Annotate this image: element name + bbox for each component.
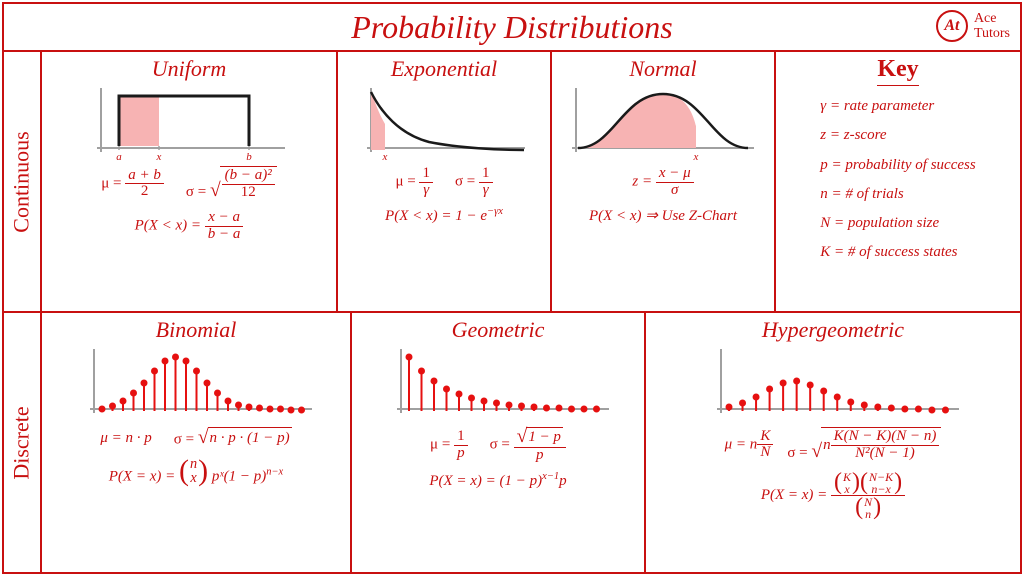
- logo-icon: At: [936, 10, 968, 42]
- title-geometric: Geometric: [452, 317, 545, 343]
- key-item: n = # of trials: [820, 180, 975, 209]
- svg-text:x: x: [693, 151, 699, 162]
- row-discrete: Discrete Binomial μ = n · p σ = n · p · …: [4, 313, 1020, 572]
- formulas-uniform: μ = a + b2 σ = (b − a)²12 P(X < x) = x −…: [101, 166, 277, 242]
- chart-exponential: x: [359, 84, 529, 162]
- grid: Continuous Uniform a x b μ = a + b2 σ = (b…: [4, 52, 1020, 572]
- cell-normal: Normal x z = x − μσ P(X < x) ⇒ Use Z-Cha…: [552, 52, 776, 311]
- key-item: z = z-score: [820, 121, 975, 150]
- cell-uniform: Uniform a x b μ = a + b2 σ = (b − a)²12 P(…: [42, 52, 338, 311]
- title-exponential: Exponential: [391, 56, 497, 82]
- svg-text:x: x: [156, 151, 162, 162]
- key-title: Key: [877, 56, 918, 86]
- key-item: p = probability of success: [820, 151, 975, 180]
- cell-key: Key γ = rate parameterz = z-scorep = pro…: [776, 52, 1020, 311]
- row-label-continuous: Continuous: [4, 52, 42, 311]
- formulas-hypergeometric: μ = nKN σ = nK(N − K)(N − n)N²(N − 1) P(…: [725, 427, 942, 520]
- key-list: γ = rate parameterz = z-scorep = probabi…: [820, 92, 975, 268]
- chart-hypergeometric: [703, 345, 963, 423]
- key-item: K = # of success states: [820, 238, 975, 267]
- chart-uniform: axb: [89, 84, 289, 162]
- cell-exponential: Exponential x μ = 1γ σ = 1γ P(X < x) = 1…: [338, 52, 552, 311]
- chart-binomial: [76, 345, 316, 423]
- key-item: N = population size: [820, 209, 975, 238]
- formulas-binomial: μ = n · p σ = n · p · (1 − p) P(X = x) =…: [100, 427, 291, 486]
- cell-binomial: Binomial μ = n · p σ = n · p · (1 − p) P…: [42, 313, 352, 572]
- title-normal: Normal: [629, 56, 696, 82]
- logo-text: Ace Tutors: [974, 11, 1010, 42]
- formulas-exponential: μ = 1γ σ = 1γ P(X < x) = 1 − e−γx: [385, 166, 503, 225]
- row-continuous: Continuous Uniform a x b μ = a + b2 σ = (b…: [4, 52, 1020, 313]
- cell-geometric: Geometric μ = 1p σ = 1 − pp P(X = x) = (…: [352, 313, 646, 572]
- sheet: Probability Distributions At Ace Tutors …: [2, 2, 1022, 574]
- logo: At Ace Tutors: [936, 10, 1010, 42]
- title-binomial: Binomial: [156, 317, 237, 343]
- svg-text:b: b: [246, 151, 252, 162]
- formulas-geometric: μ = 1p σ = 1 − pp P(X = x) = (1 − p)x−1p: [429, 427, 566, 490]
- chart-geometric: [383, 345, 613, 423]
- key-item: γ = rate parameter: [820, 92, 975, 121]
- chart-normal: x: [568, 84, 758, 162]
- title-uniform: Uniform: [152, 56, 227, 82]
- cell-hypergeometric: Hypergeometric μ = nKN σ = nK(N − K)(N −…: [646, 313, 1020, 572]
- title-hypergeometric: Hypergeometric: [762, 317, 904, 343]
- formulas-normal: z = x − μσ P(X < x) ⇒ Use Z-Chart: [589, 166, 737, 225]
- page-title: Probability Distributions: [351, 9, 673, 46]
- row-label-discrete: Discrete: [4, 313, 42, 572]
- svg-text:a: a: [116, 151, 122, 162]
- header: Probability Distributions At Ace Tutors: [4, 4, 1020, 52]
- svg-text:x: x: [382, 151, 388, 162]
